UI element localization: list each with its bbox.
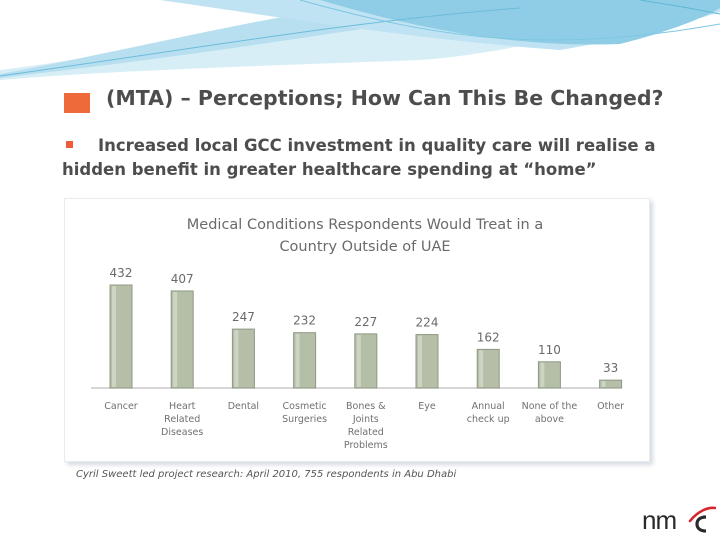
category-label: Related [348,427,384,438]
category-label: Cancer [104,401,138,412]
category-label: Eye [418,401,436,412]
nmc-logo: nm [642,505,716,535]
data-label: 432 [110,266,133,280]
data-label: 247 [232,310,255,324]
category-label: Heart [169,401,196,412]
data-label: 224 [416,316,439,330]
data-label: 110 [538,343,561,357]
chart-title: Medical Conditions Respondents Would Tre… [187,217,543,233]
bullet-marker [66,141,73,148]
bar-highlight [540,362,545,387]
category-label: Surgeries [282,414,327,425]
data-label: 33 [603,361,618,375]
data-label: 227 [354,315,377,329]
category-label: Dental [228,401,259,412]
category-label: Annual [472,401,505,412]
category-label: Cosmetic [283,401,327,412]
chart-title: Country Outside of UAE [279,239,450,255]
bar-highlight [295,333,300,387]
bar-highlight [234,330,239,387]
header-swoosh-decoration [0,0,720,80]
bar-highlight [479,350,484,387]
bar-highlight [356,334,361,387]
chart-panel: Medical Conditions Respondents Would Tre… [64,198,650,462]
bar-highlight [112,286,116,387]
category-label: Bones & [346,401,386,412]
category-label: check up [467,414,510,425]
data-label: 407 [171,272,194,286]
source-note: Cyril Sweett led project research: April… [76,469,457,480]
category-label: Diseases [161,427,203,438]
bar-highlight [418,335,422,387]
bar-highlight [173,291,178,387]
data-label: 232 [293,314,316,328]
bar-chart: Medical Conditions Respondents Would Tre… [91,217,624,451]
bar [599,379,623,389]
category-label: above [535,414,564,425]
svg-text:nm: nm [642,505,676,535]
title-bullet-square [64,93,90,113]
category-label: Joints [352,414,379,425]
category-label: None of the [522,401,578,412]
bar-highlight [601,381,606,387]
category-label: Problems [344,440,388,451]
category-label: Other [597,401,624,412]
bullet-text: Increased local GCC investment in qualit… [62,136,656,179]
category-label: Related [164,414,200,425]
data-label: 162 [477,330,500,344]
slide-title: (MTA) – Perceptions; How Can This Be Cha… [106,86,664,110]
